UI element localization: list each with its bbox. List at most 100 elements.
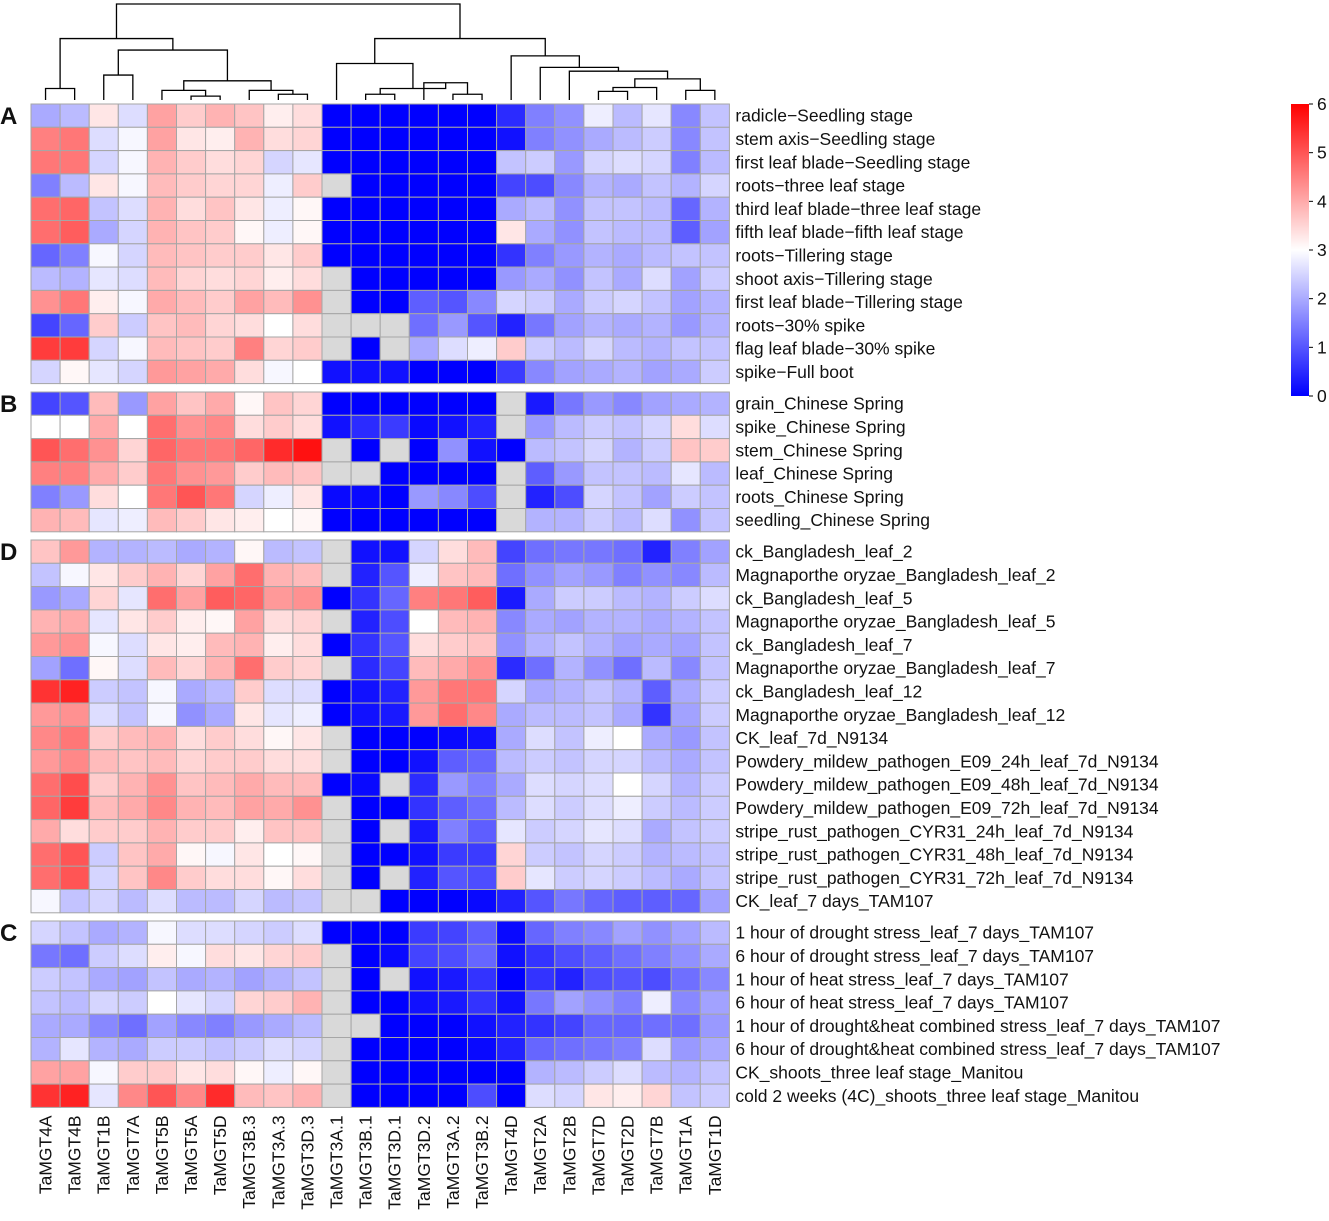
heatmap-cell — [205, 438, 236, 463]
heatmap-cell — [205, 1037, 236, 1062]
heatmap-cell — [350, 772, 381, 797]
heatmap-cell — [496, 150, 527, 175]
heatmap-cell — [525, 1060, 556, 1085]
heatmap-cell — [59, 920, 90, 945]
heatmap-cell — [88, 391, 119, 416]
legend-tick-label: 6 — [1317, 94, 1327, 114]
heatmap-cell — [88, 967, 119, 992]
heatmap-cell — [88, 990, 119, 1015]
heatmap-cell — [467, 795, 498, 821]
heatmap-cell — [408, 990, 439, 1015]
heatmap-cell — [525, 336, 556, 361]
column-label: TaMGT2B — [559, 1115, 579, 1194]
heatmap-cell — [292, 508, 323, 533]
row-label: stripe_rust_pathogen_CYR31_24h_leaf_7d_N… — [735, 821, 1133, 842]
heatmap-cell — [292, 679, 323, 704]
heatmap-cell — [437, 414, 468, 440]
heatmap-cell — [583, 173, 614, 198]
heatmap-cell — [88, 414, 119, 440]
heatmap-cell — [59, 103, 90, 128]
heatmap-cell — [292, 336, 323, 361]
heatmap-cell — [146, 725, 177, 751]
heatmap-cell — [641, 889, 672, 914]
heatmap-cell — [176, 842, 207, 867]
heatmap-cell — [117, 461, 148, 486]
heatmap-cell — [525, 920, 556, 945]
heatmap-cell — [88, 1037, 119, 1062]
heatmap-cell — [88, 562, 119, 588]
heatmap-cell — [641, 842, 672, 867]
heatmap-cell — [350, 943, 381, 969]
heatmap-cell — [612, 920, 643, 945]
heatmap-cell — [88, 920, 119, 945]
heatmap-cell — [234, 103, 265, 128]
heatmap-cell — [437, 289, 468, 315]
heatmap-cell — [263, 586, 294, 611]
heatmap-cell — [176, 289, 207, 315]
heatmap-cell — [292, 772, 323, 797]
heatmap-cell — [612, 484, 643, 510]
heatmap-cell — [554, 359, 585, 385]
heatmap-cell — [467, 865, 498, 891]
heatmap-cell — [234, 414, 265, 440]
heatmap-cell — [554, 414, 585, 440]
heatmap-cell — [205, 1060, 236, 1085]
heatmap-cell — [205, 865, 236, 891]
heatmap-cell — [117, 586, 148, 611]
heatmap-cell — [437, 679, 468, 704]
heatmap-cell — [321, 967, 352, 992]
heatmap-cell — [612, 819, 643, 844]
heatmap-cell — [176, 336, 207, 361]
heatmap-cell — [379, 586, 410, 611]
row-label: flag leaf blade−30% spike — [735, 339, 935, 359]
heatmap-cell — [525, 586, 556, 611]
heatmap-cell — [59, 889, 90, 914]
heatmap-cell — [59, 943, 90, 969]
row-label: Magnaporthe oryzae_Bangladesh_leaf_7 — [735, 658, 1055, 679]
row-label: stem axis−Seedling stage — [735, 129, 935, 149]
heatmap-cell — [408, 1083, 439, 1108]
heatmap-cell — [496, 967, 527, 992]
heatmap-cell — [467, 243, 498, 268]
heatmap-cell — [176, 313, 207, 338]
heatmap-cell — [554, 889, 585, 914]
heatmap-cell — [263, 461, 294, 486]
heatmap-cell — [612, 967, 643, 992]
heatmap-cell — [234, 842, 265, 867]
heatmap-cell — [88, 679, 119, 704]
heatmap-cell — [670, 126, 701, 152]
heatmap-cell — [59, 795, 90, 821]
heatmap-cell — [146, 772, 177, 797]
heatmap-cell — [30, 772, 61, 797]
heatmap-cell — [321, 889, 352, 914]
heatmap-cell — [437, 508, 468, 533]
heatmap-cell — [641, 679, 672, 704]
heatmap-cell — [612, 173, 643, 198]
heatmap-cell — [146, 313, 177, 338]
heatmap-cell — [88, 819, 119, 844]
heatmap-cell — [59, 679, 90, 704]
heatmap-cell — [554, 1083, 585, 1108]
heatmap-cell — [408, 313, 439, 338]
heatmap-cell — [263, 126, 294, 152]
heatmap-cell — [525, 508, 556, 533]
heatmap-cell — [408, 461, 439, 486]
heatmap-cell — [146, 126, 177, 152]
heatmap-cell — [205, 819, 236, 844]
heatmap-cell — [117, 266, 148, 291]
dendrogram-branch — [634, 78, 701, 91]
heatmap-cell — [612, 414, 643, 440]
heatmap-cell — [496, 313, 527, 338]
heatmap-cell — [59, 609, 90, 634]
heatmap-cell — [437, 609, 468, 634]
heatmap-cell — [30, 1060, 61, 1085]
heatmap-cell — [30, 725, 61, 751]
heatmap-cell — [641, 126, 672, 152]
heatmap-cell — [641, 391, 672, 416]
heatmap-cell — [30, 484, 61, 510]
heatmap-cell — [176, 196, 207, 221]
heatmap-cell — [379, 484, 410, 510]
heatmap-cell — [525, 220, 556, 245]
heatmap-cell — [670, 461, 701, 486]
heatmap-cell — [88, 702, 119, 727]
